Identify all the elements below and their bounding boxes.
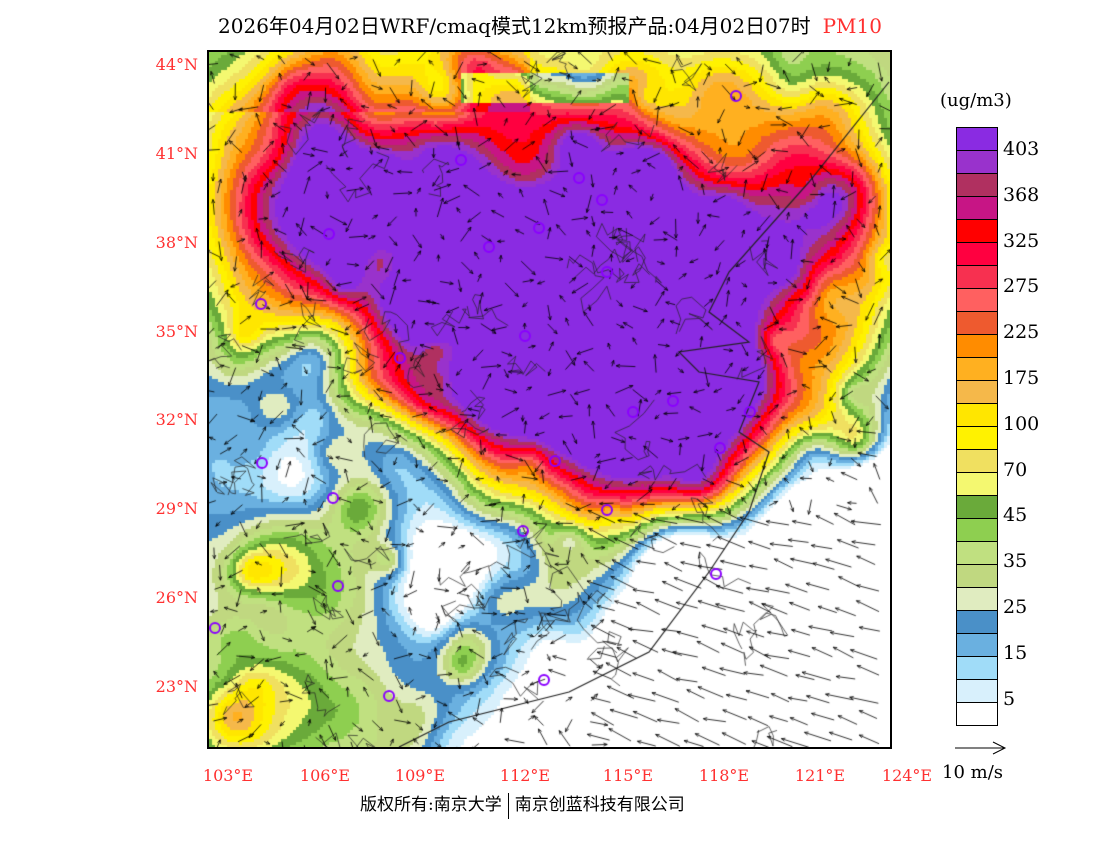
colorbar-swatch	[957, 381, 997, 404]
colorbar-swatch	[957, 427, 997, 450]
colorbar-tick-label: 35	[1003, 550, 1028, 573]
colorbar-swatch	[957, 565, 997, 588]
colorbar-swatch	[957, 588, 997, 611]
colorbar-swatch	[957, 450, 997, 473]
colorbar-swatch	[957, 519, 997, 542]
colorbar-swatch	[957, 358, 997, 381]
map-canvas	[209, 52, 890, 747]
colorbar-swatch	[957, 128, 997, 151]
latitude-label: 32°N	[155, 410, 198, 429]
colorbar-tick-label: 403	[1003, 137, 1040, 160]
colorbar-swatch	[957, 266, 997, 289]
longitude-label: 103°E	[202, 766, 254, 785]
longitude-label: 109°E	[394, 766, 446, 785]
colorbar-swatch	[957, 243, 997, 266]
colorbar-swatch	[957, 473, 997, 496]
colorbar-tick-label: 325	[1003, 229, 1040, 252]
colorbar-swatch	[957, 634, 997, 657]
copyright-footer: 版权所有:南京大学 南京创蓝科技有限公司	[360, 790, 685, 819]
colorbar-tick-label: 368	[1003, 183, 1040, 206]
longitude-label: 121°E	[794, 766, 846, 785]
footer-divider	[507, 792, 509, 819]
colorbar-tick-label: 275	[1003, 275, 1040, 298]
colorbar-unit: (ug/m3)	[940, 90, 1012, 111]
longitude-label: 106°E	[299, 766, 351, 785]
colorbar-tick-label: 5	[1003, 687, 1016, 710]
colorbar-tick-label: 70	[1003, 458, 1028, 481]
figure-title: 2026年04月02日WRF/cmaq模式12km预报产品:04月02日07时 P…	[0, 10, 1100, 39]
colorbar-tick-label: 15	[1003, 641, 1028, 664]
latitude-label: 23°N	[155, 677, 198, 696]
colorbar-swatch	[957, 703, 997, 725]
colorbar-swatch	[957, 335, 997, 358]
colorbar-swatch	[957, 542, 997, 565]
latitude-label: 35°N	[155, 322, 198, 341]
colorbar-tick-label: 45	[1003, 504, 1028, 527]
colorbar-swatch	[957, 197, 997, 220]
colorbar-tick-label: 225	[1003, 321, 1040, 344]
footer-right: 南京创蓝科技有限公司	[514, 795, 685, 815]
colorbar	[956, 127, 998, 726]
title-text: 2026年04月02日WRF/cmaq模式12km预报产品:04月02日07时	[218, 14, 811, 38]
colorbar-tick-label: 25	[1003, 595, 1028, 618]
wind-reference-arrow-icon	[955, 741, 1007, 755]
latitude-label: 41°N	[155, 144, 198, 163]
longitude-label: 112°E	[499, 766, 551, 785]
colorbar-tick-label: 100	[1003, 412, 1040, 435]
latitude-label: 44°N	[155, 55, 198, 74]
colorbar-swatch	[957, 404, 997, 427]
latitude-label: 38°N	[155, 233, 198, 252]
colorbar-swatch	[957, 657, 997, 680]
longitude-label: 124°E	[881, 766, 933, 785]
colorbar-swatch	[957, 680, 997, 703]
colorbar-swatch	[957, 174, 997, 197]
colorbar-tick-label: 175	[1003, 366, 1040, 389]
wind-reference-label: 10 m/s	[942, 762, 1003, 783]
latitude-label: 26°N	[155, 588, 198, 607]
colorbar-swatch	[957, 496, 997, 519]
longitude-label: 115°E	[602, 766, 654, 785]
colorbar-swatch	[957, 312, 997, 335]
pollutant-label: PM10	[822, 14, 882, 38]
colorbar-swatch	[957, 151, 997, 174]
longitude-label: 118°E	[698, 766, 750, 785]
footer-left: 版权所有:南京大学	[360, 795, 502, 815]
colorbar-swatch	[957, 289, 997, 312]
pm10-concentration-map	[207, 50, 892, 749]
colorbar-swatch	[957, 220, 997, 243]
colorbar-swatch	[957, 611, 997, 634]
latitude-label: 29°N	[155, 499, 198, 518]
